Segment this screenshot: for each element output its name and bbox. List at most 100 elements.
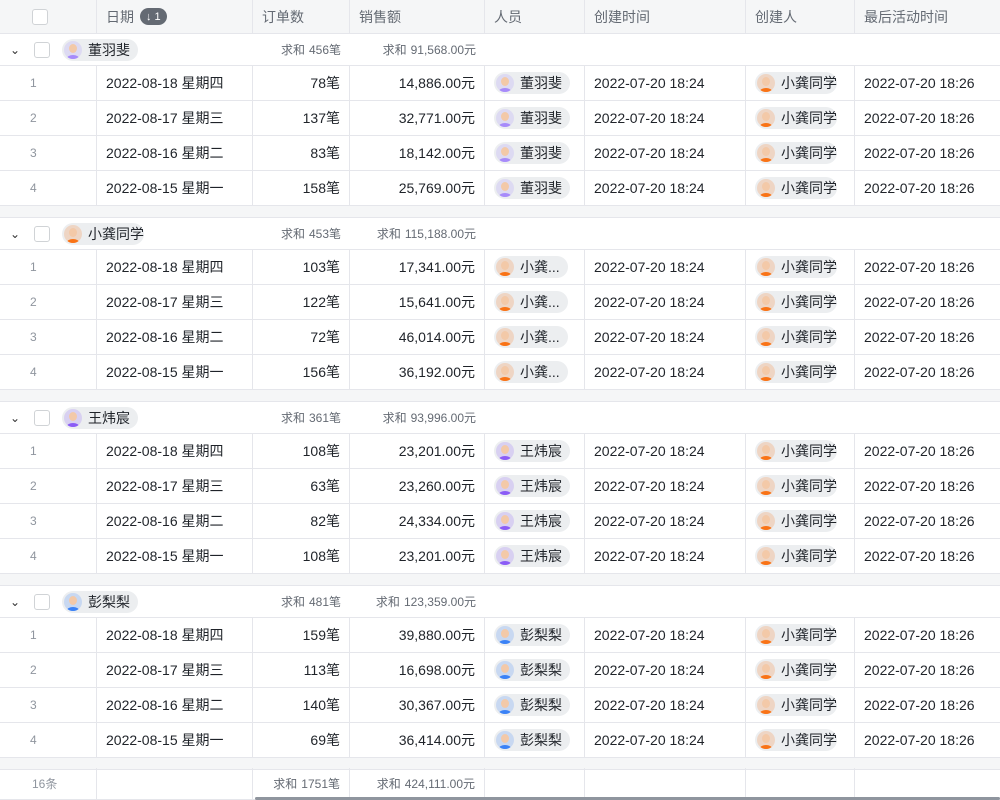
column-created-time[interactable]: 创建时间 (585, 0, 746, 33)
table-row[interactable]: 3 2022-08-16 星期二 83笔 18,142.00元 董羽斐 2022… (0, 136, 1000, 171)
person-tag[interactable]: 彭梨梨 (494, 624, 570, 646)
cell-person[interactable]: 董羽斐 (485, 171, 585, 205)
cell-person[interactable]: 董羽斐 (485, 136, 585, 170)
cell-creator[interactable]: 小龚同学 (746, 539, 855, 573)
column-person[interactable]: 人员 (485, 0, 585, 33)
chevron-down-icon[interactable]: ⌄ (10, 594, 21, 609)
person-tag[interactable]: 董羽斐 (494, 142, 570, 164)
cell-person[interactable]: 小龚... (485, 250, 585, 284)
group-checkbox[interactable] (34, 409, 50, 426)
cell-date[interactable]: 2022-08-17 星期三 (97, 285, 253, 319)
cell-date[interactable]: 2022-08-17 星期三 (97, 101, 253, 135)
cell-date[interactable]: 2022-08-18 星期四 (97, 618, 253, 652)
table-row[interactable]: 1 2022-08-18 星期四 78笔 14,886.00元 董羽斐 2022… (0, 66, 1000, 101)
cell-person[interactable]: 王炜宸 (485, 434, 585, 468)
person-tag[interactable]: 小龚同学 (755, 142, 837, 164)
person-tag[interactable]: 小龚... (494, 256, 568, 278)
person-tag[interactable]: 彭梨梨 (62, 590, 138, 613)
person-tag[interactable]: 小龚同学 (755, 291, 837, 313)
cell-orders[interactable]: 156笔 (253, 355, 350, 389)
person-tag[interactable]: 董羽斐 (62, 38, 138, 61)
cell-last-active[interactable]: 2022-07-20 18:26 (864, 294, 975, 310)
cell-person[interactable]: 王炜宸 (485, 504, 585, 538)
cell-created-time[interactable]: 2022-07-20 18:24 (585, 469, 746, 503)
cell-sales[interactable]: 39,880.00元 (350, 618, 485, 652)
cell-last-active[interactable]: 2022-07-20 18:26 (864, 732, 975, 748)
person-tag[interactable]: 小龚同学 (755, 361, 837, 383)
person-tag[interactable]: 王炜宸 (62, 406, 138, 429)
chevron-down-icon[interactable]: ⌄ (10, 42, 21, 57)
cell-person[interactable]: 王炜宸 (485, 469, 585, 503)
group-header[interactable]: ⌄ 彭梨梨 求和 481笔 求和 123,359.00元 (0, 586, 1000, 618)
table-row[interactable]: 4 2022-08-15 星期一 69笔 36,414.00元 彭梨梨 2022… (0, 723, 1000, 758)
cell-date[interactable]: 2022-08-15 星期一 (97, 171, 253, 205)
group-checkbox[interactable] (34, 225, 50, 242)
person-tag[interactable]: 董羽斐 (494, 107, 570, 129)
cell-last-active[interactable]: 2022-07-20 18:26 (864, 75, 975, 91)
cell-creator[interactable]: 小龚同学 (746, 469, 855, 503)
cell-last-active[interactable]: 2022-07-20 18:26 (864, 548, 975, 564)
cell-date[interactable]: 2022-08-15 星期一 (97, 539, 253, 573)
cell-created-time[interactable]: 2022-07-20 18:24 (585, 285, 746, 319)
cell-creator[interactable]: 小龚同学 (746, 723, 855, 757)
cell-created-time[interactable]: 2022-07-20 18:24 (585, 171, 746, 205)
cell-last-active[interactable]: 2022-07-20 18:26 (864, 329, 975, 345)
person-tag[interactable]: 小龚同学 (755, 475, 837, 497)
table-row[interactable]: 3 2022-08-16 星期二 72笔 46,014.00元 小龚... 20… (0, 320, 1000, 355)
cell-last-active[interactable]: 2022-07-20 18:26 (864, 110, 975, 126)
column-creator[interactable]: 创建人 (746, 0, 855, 33)
cell-creator[interactable]: 小龚同学 (746, 434, 855, 468)
cell-sales[interactable]: 18,142.00元 (350, 136, 485, 170)
person-tag[interactable]: 小龚... (494, 326, 568, 348)
cell-last-active[interactable]: 2022-07-20 18:26 (864, 627, 975, 643)
cell-created-time[interactable]: 2022-07-20 18:24 (585, 434, 746, 468)
table-row[interactable]: 2 2022-08-17 星期三 113笔 16,698.00元 彭梨梨 202… (0, 653, 1000, 688)
cell-orders[interactable]: 140笔 (253, 688, 350, 722)
cell-created-time[interactable]: 2022-07-20 18:24 (585, 723, 746, 757)
cell-creator[interactable]: 小龚同学 (746, 618, 855, 652)
cell-orders[interactable]: 108笔 (253, 434, 350, 468)
cell-orders[interactable]: 103笔 (253, 250, 350, 284)
cell-orders[interactable]: 158笔 (253, 171, 350, 205)
cell-date[interactable]: 2022-08-18 星期四 (97, 434, 253, 468)
cell-orders[interactable]: 122笔 (253, 285, 350, 319)
cell-created-time[interactable]: 2022-07-20 18:24 (585, 355, 746, 389)
cell-orders[interactable]: 137笔 (253, 101, 350, 135)
cell-creator[interactable]: 小龚同学 (746, 504, 855, 538)
cell-creator[interactable]: 小龚同学 (746, 66, 855, 100)
cell-date[interactable]: 2022-08-17 星期三 (97, 469, 253, 503)
cell-created-time[interactable]: 2022-07-20 18:24 (585, 101, 746, 135)
cell-created-time[interactable]: 2022-07-20 18:24 (585, 250, 746, 284)
person-tag[interactable]: 小龚同学 (755, 510, 837, 532)
cell-creator[interactable]: 小龚同学 (746, 136, 855, 170)
cell-sales[interactable]: 15,641.00元 (350, 285, 485, 319)
cell-person[interactable]: 彭梨梨 (485, 723, 585, 757)
group-header[interactable]: ⌄ 董羽斐 求和 456笔 求和 91,568.00元 (0, 34, 1000, 66)
cell-creator[interactable]: 小龚同学 (746, 250, 855, 284)
cell-person[interactable]: 彭梨梨 (485, 618, 585, 652)
cell-orders[interactable]: 83笔 (253, 136, 350, 170)
person-tag[interactable]: 彭梨梨 (494, 659, 570, 681)
cell-creator[interactable]: 小龚同学 (746, 101, 855, 135)
person-tag[interactable]: 王炜宸 (494, 510, 570, 532)
table-row[interactable]: 2 2022-08-17 星期三 137笔 32,771.00元 董羽斐 202… (0, 101, 1000, 136)
cell-orders[interactable]: 159笔 (253, 618, 350, 652)
person-tag[interactable]: 王炜宸 (494, 440, 570, 462)
person-tag[interactable]: 彭梨梨 (494, 729, 570, 751)
table-row[interactable]: 1 2022-08-18 星期四 159笔 39,880.00元 彭梨梨 202… (0, 618, 1000, 653)
table-row[interactable]: 2 2022-08-17 星期三 122笔 15,641.00元 小龚... 2… (0, 285, 1000, 320)
cell-created-time[interactable]: 2022-07-20 18:24 (585, 136, 746, 170)
cell-date[interactable]: 2022-08-15 星期一 (97, 723, 253, 757)
cell-creator[interactable]: 小龚同学 (746, 171, 855, 205)
cell-last-active[interactable]: 2022-07-20 18:26 (864, 662, 975, 678)
person-tag[interactable]: 小龚同学 (755, 729, 837, 751)
person-tag[interactable]: 王炜宸 (494, 545, 570, 567)
cell-date[interactable]: 2022-08-15 星期一 (97, 355, 253, 389)
cell-created-time[interactable]: 2022-07-20 18:24 (585, 688, 746, 722)
cell-person[interactable]: 彭梨梨 (485, 653, 585, 687)
table-row[interactable]: 1 2022-08-18 星期四 108笔 23,201.00元 王炜宸 202… (0, 434, 1000, 469)
cell-date[interactable]: 2022-08-16 星期二 (97, 136, 253, 170)
cell-person[interactable]: 彭梨梨 (485, 688, 585, 722)
cell-sales[interactable]: 24,334.00元 (350, 504, 485, 538)
cell-sales[interactable]: 32,771.00元 (350, 101, 485, 135)
